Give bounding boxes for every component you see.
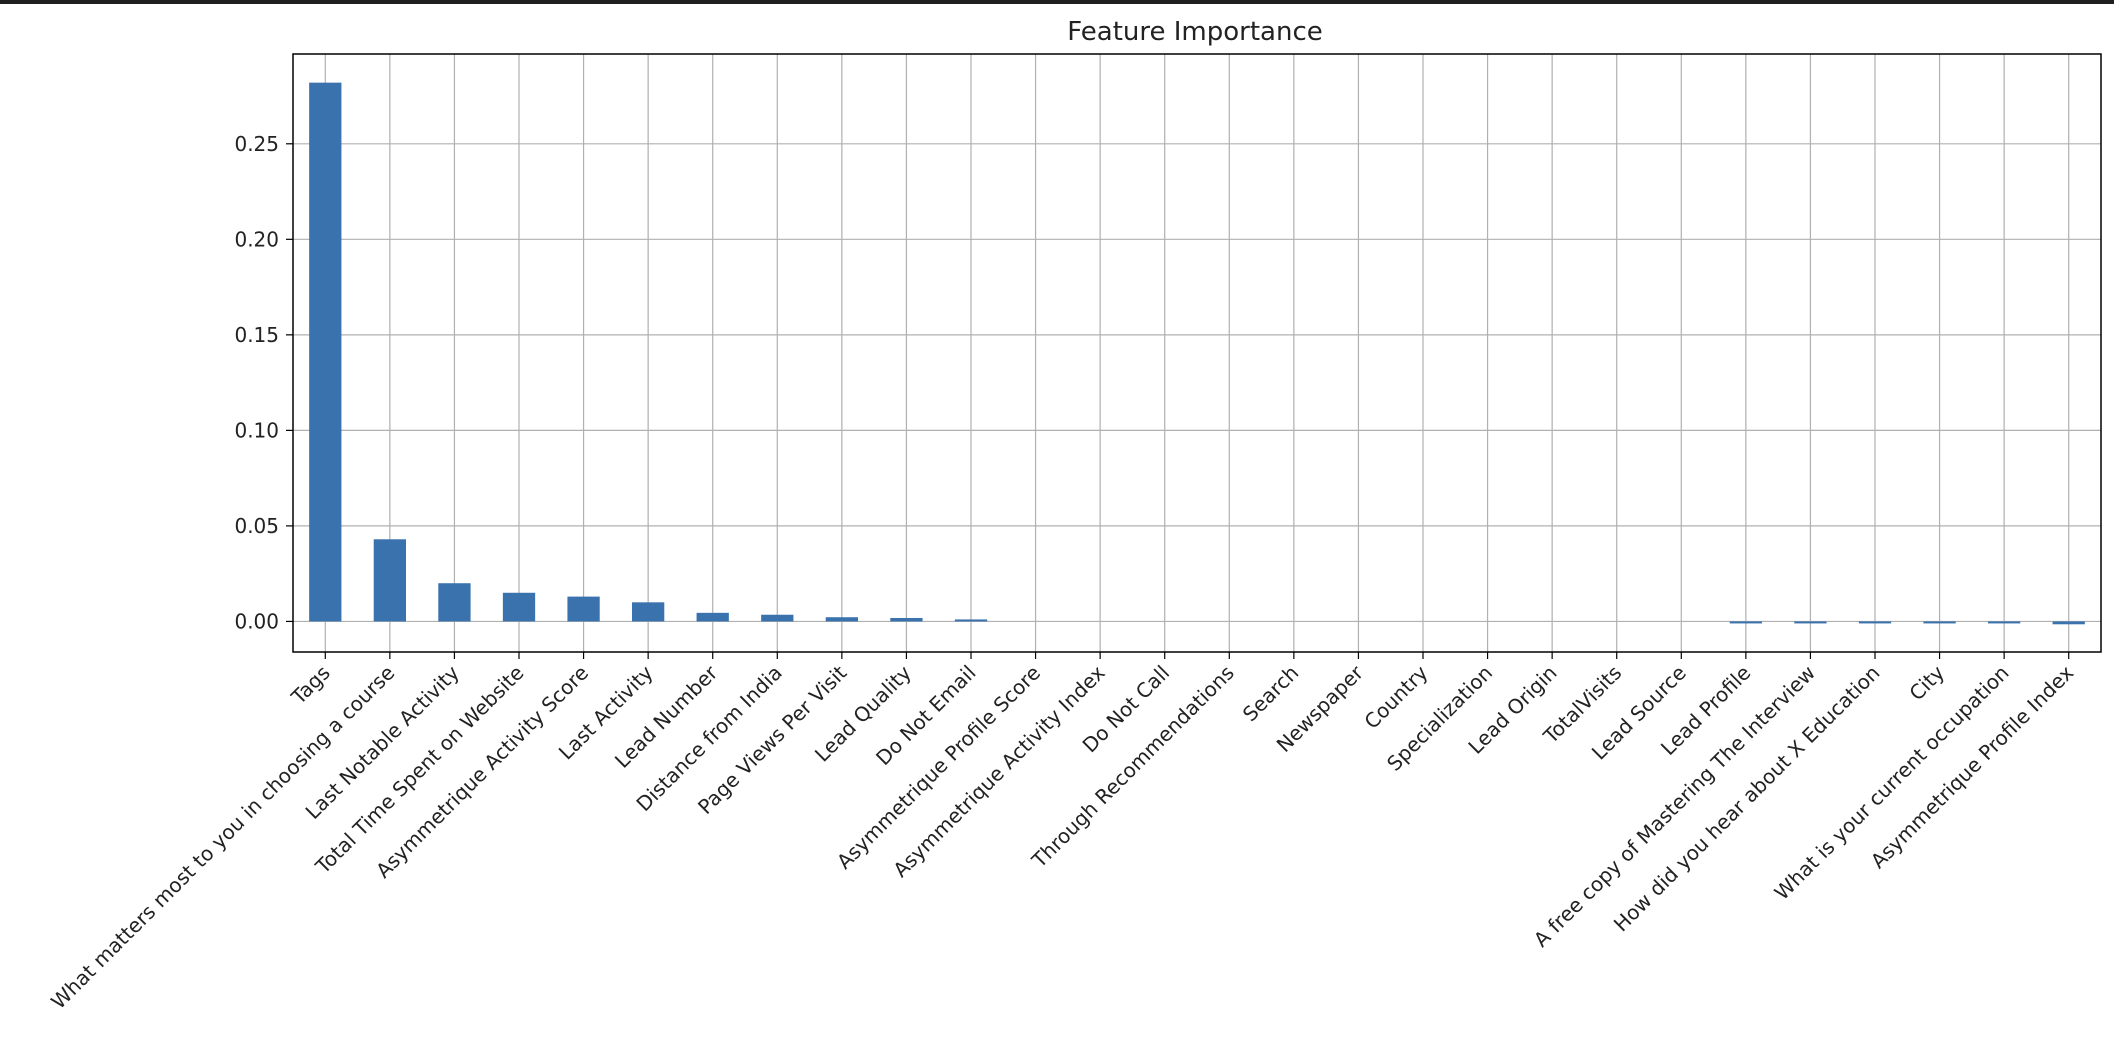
x-tick-label: Tags [286, 661, 335, 710]
bar-23 [1794, 621, 1827, 624]
bar-9 [890, 617, 923, 622]
x-tick-label: What is your current occupation [1770, 661, 2014, 905]
bar-3 [502, 592, 536, 622]
y-tick-label: 0.25 [234, 132, 279, 156]
bar-8 [825, 617, 858, 622]
y-tick-label: 0.10 [234, 418, 279, 442]
window-top-bar [0, 0, 2114, 4]
y-gridlines [293, 143, 2101, 623]
bar-0 [309, 82, 342, 622]
y-axis: 0.00 0.05 0.10 0.15 0.20 0.25 [234, 132, 293, 633]
y-tick-label: 0.20 [234, 227, 279, 251]
bar-4 [567, 596, 600, 622]
x-tick-label: Search [1238, 661, 1304, 727]
bar-1 [373, 539, 406, 622]
bar-25 [1923, 621, 1956, 624]
chart-title: Feature Importance [1067, 17, 1323, 47]
bar-6 [696, 612, 729, 622]
x-gridlines [324, 54, 2070, 652]
bar-24 [1858, 621, 1892, 624]
bar-27 [2052, 621, 2085, 625]
bar-7 [761, 614, 794, 622]
bar-10 [954, 619, 988, 622]
plot-frame [292, 53, 2102, 653]
y-tick-label: 0.05 [234, 514, 279, 538]
bar-22 [1729, 621, 1762, 624]
y-tick-label: 0.15 [234, 323, 279, 347]
y-tick-label: 0.00 [234, 609, 279, 633]
bar-5 [632, 602, 665, 622]
bar-2 [438, 583, 471, 622]
bar-26 [1988, 621, 2021, 624]
x-tick-label: City [1904, 660, 1949, 705]
bars [309, 82, 2085, 625]
